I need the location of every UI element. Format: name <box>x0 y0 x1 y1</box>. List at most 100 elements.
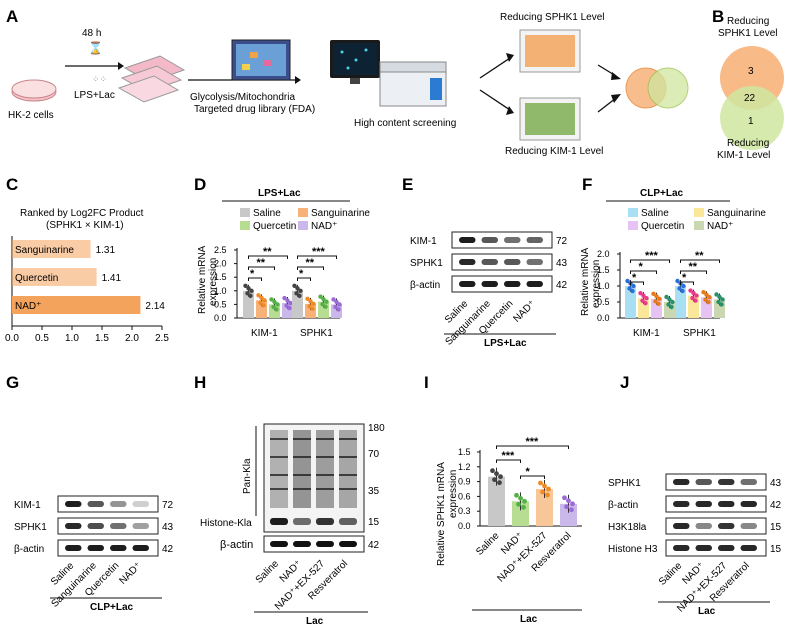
bar <box>638 298 649 318</box>
branch-arrow-down-head-icon <box>506 106 514 115</box>
sig-bracket <box>680 270 707 274</box>
kda-label: 180 <box>368 423 385 434</box>
c-x-tick-label: 2.0 <box>125 333 139 344</box>
data-point <box>271 304 276 310</box>
data-point <box>688 288 693 293</box>
actin-band <box>339 541 357 547</box>
footer-label: CLP+Lac <box>90 602 134 613</box>
blot-strip <box>57 539 159 557</box>
blot-band <box>740 545 757 551</box>
pan-kla-label: Pan-Kla <box>242 458 253 494</box>
b-bottom-label-2: KIM-1 Level <box>717 150 770 161</box>
data-point <box>308 299 313 304</box>
venn-only-sphk1: 3 <box>748 66 754 77</box>
library-line2: Targeted drug library (FDA) <box>194 104 315 115</box>
legend-swatch <box>240 208 250 217</box>
c-bar <box>12 268 97 286</box>
data-point <box>248 293 253 298</box>
data-point <box>522 498 527 504</box>
lane-label: Saline <box>657 560 685 588</box>
data-point <box>714 292 719 297</box>
venn-overlap: 22 <box>744 93 756 104</box>
x-group-label: SPHK1 <box>300 328 333 339</box>
lps-mrna-chart: LPS+Lac Saline Quercetin Sanguinarine NAD⁺ 0.… <box>197 188 370 339</box>
blot-strip <box>665 495 767 513</box>
blot-band <box>695 545 712 551</box>
data-point <box>492 477 497 483</box>
sig-label: * <box>682 272 687 284</box>
panel-label-d: D <box>194 175 206 194</box>
x-group-label: KIM-1 <box>633 328 660 339</box>
pan-kla-western-blot: Pan-Kla Histone-Kla 180 70 35 15 β-actin 42 Sali… <box>200 423 385 627</box>
data-point <box>333 304 338 310</box>
blot-band <box>526 281 543 287</box>
data-point <box>694 293 699 298</box>
histone-kla-label: Histone-Kla <box>200 518 252 529</box>
c-x-tick-label: 1.0 <box>65 333 79 344</box>
y-tick-label: 2.0 <box>214 259 227 269</box>
y-axis-label: expression <box>208 258 219 306</box>
data-point <box>494 471 499 477</box>
kda-label: 43 <box>556 258 568 269</box>
legend-swatch <box>628 208 638 217</box>
bar <box>651 298 662 318</box>
data-point <box>490 468 495 474</box>
data-point <box>295 286 300 291</box>
c-bar <box>12 296 141 314</box>
data-point <box>540 489 545 495</box>
venn-only-kim1: 1 <box>748 116 754 127</box>
histone-kla-band <box>339 518 357 525</box>
legend-label: NAD⁺ <box>707 221 733 232</box>
kda-label: 72 <box>162 500 174 511</box>
bar <box>292 290 303 318</box>
sig-label: * <box>299 268 304 280</box>
c-value-label: 1.31 <box>96 245 116 256</box>
band-label: β-actin <box>608 500 638 511</box>
sig-bracket <box>520 475 545 479</box>
y-axis-label: Relative mRNA <box>580 247 591 316</box>
data-point <box>625 278 630 284</box>
blot-strip <box>57 495 159 513</box>
panel-label-j: J <box>620 373 629 392</box>
data-point <box>677 286 682 291</box>
data-point <box>318 294 323 299</box>
bar <box>305 303 316 318</box>
data-point <box>307 304 312 309</box>
imaging-instrument-icon <box>379 61 447 107</box>
data-point <box>521 504 526 510</box>
data-point <box>274 307 279 312</box>
blot-strip <box>451 253 553 271</box>
data-point <box>336 307 341 312</box>
y-axis-label: Relative SPHK1 mRNA <box>436 462 447 566</box>
band-label: KIM-1 <box>14 500 41 511</box>
data-point <box>269 297 274 302</box>
smear-lane <box>293 430 311 508</box>
legend-swatch <box>298 208 308 217</box>
blot-band <box>110 501 127 507</box>
blot-band <box>65 545 82 551</box>
data-point <box>569 507 574 513</box>
b-top-label-2: SPHK1 Level <box>718 28 777 39</box>
panel-label-i: I <box>424 373 429 392</box>
y-tick-label: 2.5 <box>214 245 227 255</box>
blot-strip <box>665 539 767 557</box>
data-point <box>644 295 649 301</box>
sig-label: *** <box>312 246 326 258</box>
data-point <box>285 298 290 303</box>
legend-swatch <box>694 221 704 230</box>
sig-bracket <box>297 255 337 259</box>
venn-mini-green <box>647 67 689 109</box>
legend-label: Saline <box>641 208 669 219</box>
y-axis-label: Relative mRNA <box>197 245 208 314</box>
data-point <box>670 299 675 305</box>
data-point <box>669 304 674 310</box>
smear-band <box>270 488 288 490</box>
hourglass-icon: ⌛ <box>88 41 103 55</box>
blot-band <box>481 281 498 287</box>
data-point <box>706 300 711 305</box>
blot-band <box>526 237 543 243</box>
kim1-level-label: Reducing KIM-1 Level <box>505 146 603 157</box>
c-bar <box>12 240 91 258</box>
bar <box>488 476 505 526</box>
